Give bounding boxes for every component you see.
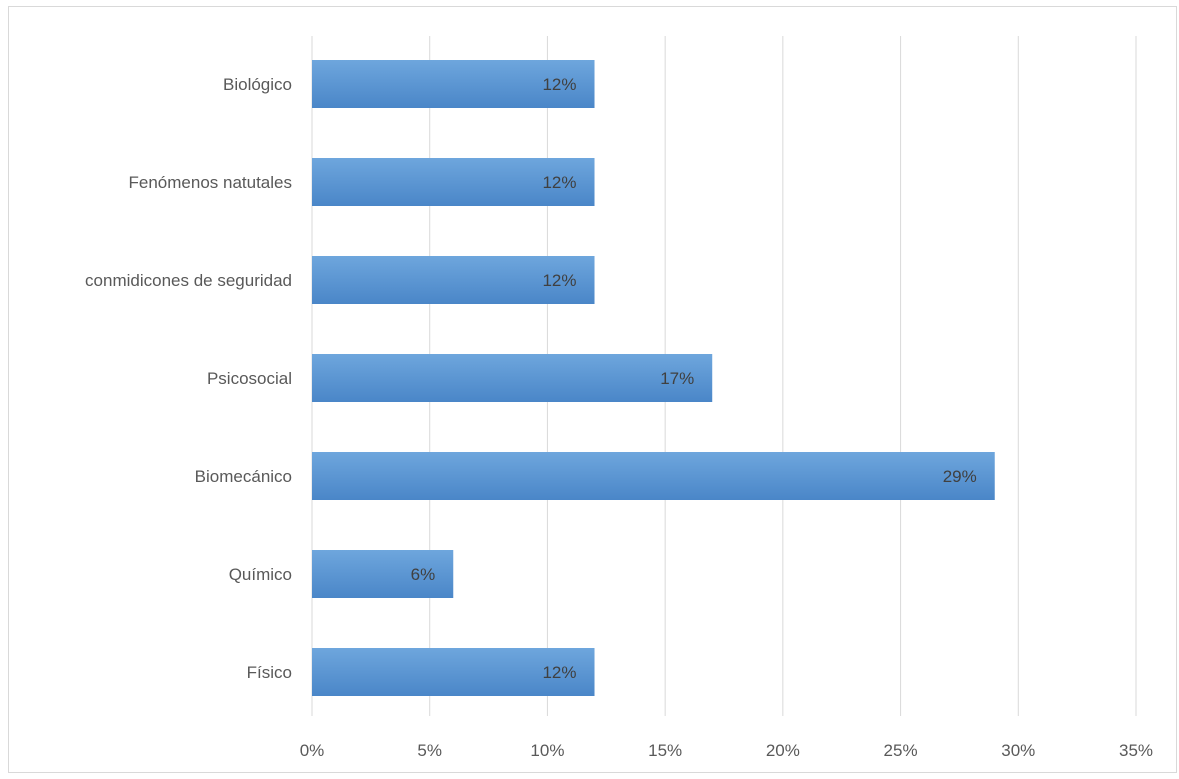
category-label: Biomecánico <box>195 467 292 486</box>
gridlines <box>311 36 1137 716</box>
x-tick-label: 20% <box>766 741 800 760</box>
data-label: 17% <box>660 369 694 388</box>
bar <box>312 158 595 206</box>
category-label: Psicosocial <box>207 369 292 388</box>
data-label: 12% <box>542 271 576 290</box>
bar <box>312 60 595 108</box>
category-label: Biológico <box>223 75 292 94</box>
x-tick-label: 25% <box>884 741 918 760</box>
data-label: 6% <box>411 565 436 584</box>
bar <box>312 550 454 598</box>
bars: 12% 12% 12% 17% 29% 6% 12% <box>312 60 995 696</box>
data-label: 12% <box>542 173 576 192</box>
bar <box>312 256 595 304</box>
category-label: Fenómenos natutales <box>129 173 293 192</box>
category-label: Químico <box>229 565 292 584</box>
x-tick-label: 5% <box>417 741 442 760</box>
data-label: 29% <box>943 467 977 486</box>
category-label: Físico <box>247 663 292 682</box>
bar <box>312 648 595 696</box>
x-tick-label: 0% <box>300 741 325 760</box>
category-labels: Biológico Fenómenos natutales conmidicones… <box>85 75 292 682</box>
bar <box>312 452 995 500</box>
data-label: 12% <box>542 663 576 682</box>
x-tick-label: 10% <box>530 741 564 760</box>
x-tick-label: 30% <box>1001 741 1035 760</box>
x-tick-label: 15% <box>648 741 682 760</box>
bar <box>312 354 713 402</box>
category-label: conmidicones de seguridad <box>85 271 292 290</box>
x-tick-label: 35% <box>1119 741 1153 760</box>
data-label: 12% <box>542 75 576 94</box>
x-axis-ticks: 0% 5% 10% 15% 20% 25% 30% 35% <box>300 741 1153 760</box>
